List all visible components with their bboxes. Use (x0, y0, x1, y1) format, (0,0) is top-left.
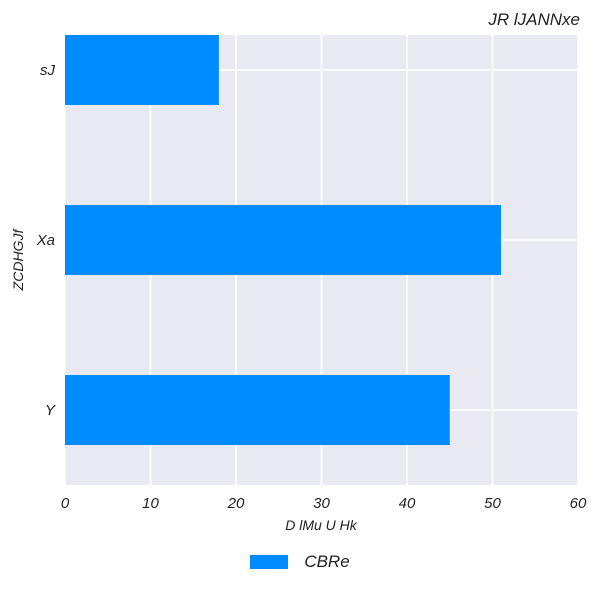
x-tick-labels: 0 10 20 30 40 50 60 (61, 495, 587, 512)
chart-title: JR lJANNxe (488, 10, 580, 29)
legend: CBRe (0, 552, 600, 572)
y-axis-label: ZCDHGJf (10, 228, 26, 292)
x-tick-label: 20 (227, 495, 245, 512)
x-tick-label: 50 (484, 495, 501, 512)
x-tick-label: 40 (399, 495, 416, 512)
legend-swatch (250, 555, 289, 569)
y-tick-label: Y (45, 402, 56, 419)
legend-label: CBRe (304, 552, 350, 571)
x-tick-label: 10 (142, 495, 159, 512)
y-tick-label: Xa (36, 232, 55, 249)
bar (65, 375, 450, 445)
bar (65, 35, 219, 105)
bars (65, 35, 502, 445)
x-tick-label: 60 (570, 495, 587, 512)
bar (65, 205, 502, 275)
y-tick-label: sJ (40, 62, 56, 79)
x-tick-label: 0 (61, 495, 70, 512)
x-tick-label: 30 (313, 495, 330, 512)
y-tick-labels: sJ Xa Y (36, 62, 56, 419)
x-axis-label: D lMu U Hk (285, 517, 358, 533)
